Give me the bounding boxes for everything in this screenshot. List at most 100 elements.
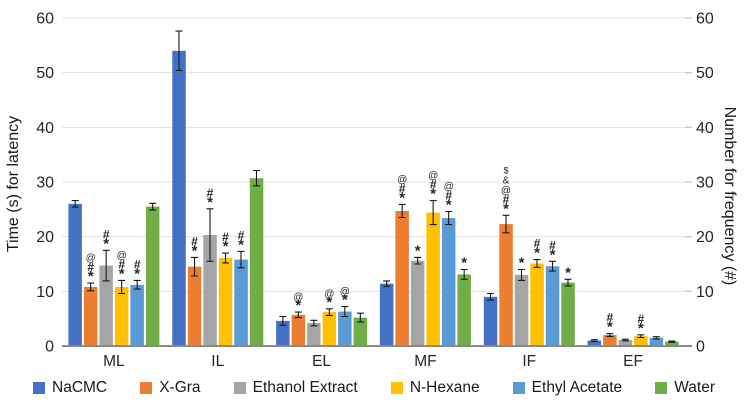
legend-swatch-icon [512, 382, 525, 394]
significance-marker: @ [397, 174, 407, 185]
significance-marker: * [134, 265, 140, 282]
bar-MF-NaCMC [379, 283, 394, 346]
bar-MF-Ethyl-Acetate [441, 218, 456, 346]
error-bar [237, 250, 245, 269]
left-axis-tick-label: 20 [36, 229, 54, 246]
error-bar [398, 203, 406, 219]
legend-item-x-gra: X-Gra [140, 379, 201, 397]
legend-item-n-hexane: N-Hexane [390, 379, 480, 397]
category-label: EL [312, 353, 331, 370]
error-bar [637, 334, 645, 339]
error-bar [414, 256, 422, 265]
legend-item-ethyl-acetate: Ethyl Acetate [512, 379, 622, 397]
significance-marker: * [192, 242, 198, 259]
error-bar [310, 319, 318, 327]
legend-label: N-Hexane [409, 379, 480, 396]
significance-marker: * [519, 255, 525, 272]
significance-marker: # [445, 189, 452, 203]
left-axis-tick-label: 10 [36, 284, 54, 301]
category-label: IL [211, 353, 224, 370]
bar-EL-NaCMC [276, 320, 290, 346]
significance-marker: * [238, 236, 244, 253]
error-bar [206, 208, 214, 262]
left-axis-tick-label: 40 [36, 120, 54, 137]
significance-marker: # [103, 227, 110, 241]
error-bar [668, 340, 676, 343]
significance-marker: # [191, 234, 198, 248]
bar-ML-Ethyl-Acetate [130, 284, 144, 346]
significance-marker: * [534, 245, 540, 262]
bar-EL-Ethyl-Acetate [338, 311, 352, 346]
legend-label: X-Gra [159, 379, 201, 396]
bar-MF-X-Gra [395, 211, 409, 346]
bar-ML-NaCMC [68, 203, 82, 346]
bar-IF-N-Hexane [530, 263, 544, 346]
error-bar [429, 200, 437, 226]
bar-IL-Ethyl-Acetate [234, 259, 248, 346]
significance-marker: @ [501, 185, 511, 196]
significance-marker: # [503, 192, 510, 206]
left-axis-tick-label: 30 [36, 175, 54, 192]
bar-EF-X-Gra [603, 335, 617, 346]
bar-ML-X-Gra [83, 287, 98, 346]
error-bar [590, 339, 598, 342]
error-bar [606, 333, 614, 337]
bar-IF-X-Gra [499, 224, 513, 346]
error-bar [502, 214, 510, 234]
significance-marker: * [503, 200, 509, 217]
error-bar [118, 279, 126, 295]
category-label: EF [623, 353, 643, 370]
significance-marker: * [326, 294, 332, 311]
significance-marker: # [606, 311, 613, 325]
legend-swatch-icon [233, 382, 246, 394]
bar-EF-Ethyl-Acetate [649, 337, 664, 346]
bar-EF-Water [665, 341, 679, 346]
legend-item-water: Water [655, 379, 715, 397]
error-bar [87, 282, 95, 292]
error-bar [533, 259, 541, 268]
significance-marker: & [503, 175, 510, 186]
significance-marker: @ [117, 250, 127, 261]
error-bar [191, 256, 198, 277]
chart-legend: NaCMC X-Gra Ethanol Extract N-Hexane Ethyl A… [0, 374, 747, 402]
significance-marker: * [88, 268, 94, 285]
significance-marker: # [399, 181, 406, 195]
left-axis-tick-label: 0 [45, 339, 54, 356]
significance-marker: * [207, 194, 213, 211]
left-axis-title: Time (s) for latency [5, 115, 22, 253]
bar-IF-NaCMC [483, 296, 498, 346]
legend-swatch-icon [655, 382, 668, 394]
legend-label: Water [674, 379, 715, 396]
significance-marker: * [461, 255, 467, 272]
error-bar [356, 312, 364, 323]
right-axis-tick-label: 30 [696, 175, 714, 192]
category-label: ML [103, 353, 125, 370]
significance-marker: # [238, 228, 245, 242]
right-axis-title: Number for frequency (#) [721, 106, 738, 286]
bar-IL-NaCMC [172, 50, 186, 347]
error-bar [341, 306, 349, 318]
error-bar [549, 260, 556, 272]
category-label: IF [522, 353, 536, 370]
error-bar [279, 315, 287, 326]
bar-ML-Ethanol-Extract [99, 265, 113, 346]
significance-marker: @ [444, 182, 454, 193]
significance-marker: * [607, 319, 613, 336]
significance-marker: * [295, 297, 301, 314]
significance-marker: # [222, 230, 229, 244]
bar-IL-Ethanol-Extract [203, 235, 217, 346]
significance-marker: * [638, 320, 644, 337]
significance-marker: * [430, 186, 436, 203]
error-bar [294, 311, 302, 319]
right-axis-tick-label: 50 [696, 65, 714, 82]
significance-marker: # [134, 257, 141, 271]
bar-IF-Water [561, 282, 575, 346]
error-bar [487, 292, 494, 301]
significance-marker: * [103, 235, 109, 252]
error-bar [253, 169, 260, 187]
error-bar [149, 202, 157, 211]
bar-IL-N-Hexane [218, 258, 233, 346]
left-axis-tick-label: 50 [36, 65, 54, 82]
bar-EL-X-Gra [291, 314, 306, 346]
